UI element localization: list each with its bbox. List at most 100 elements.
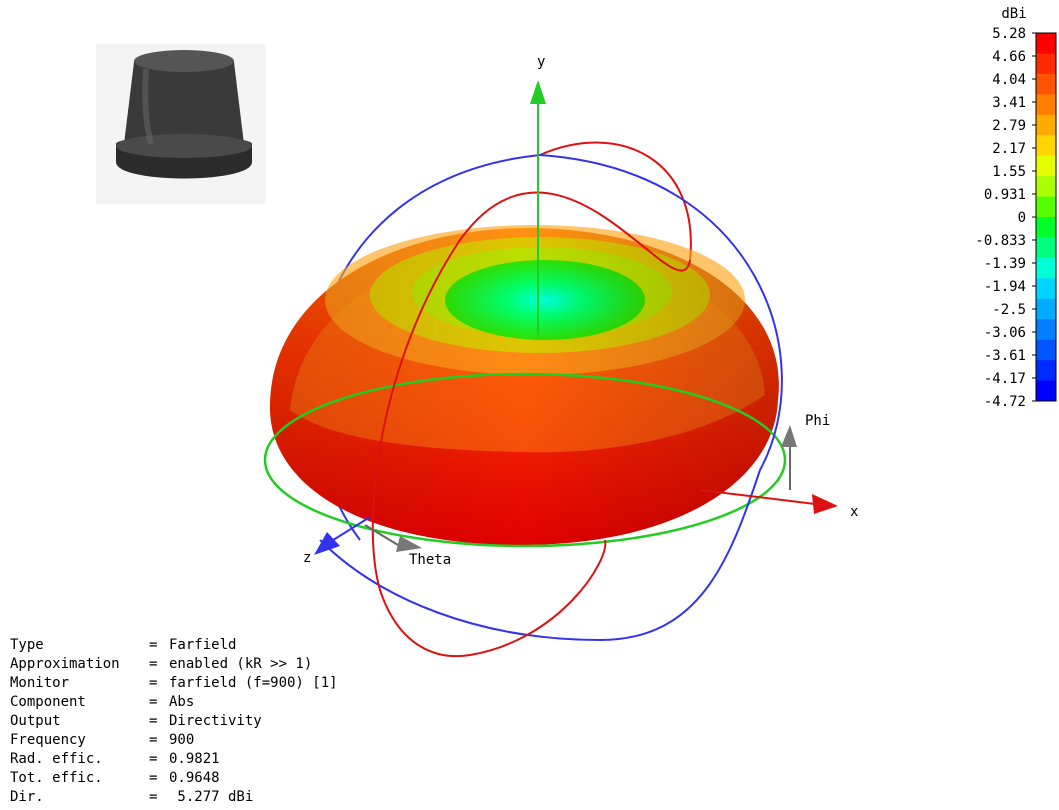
theta-label: Theta bbox=[409, 552, 451, 568]
color-scale-legend: dBi 5.28 4.66 4.04 3.41 2.79 2.17 1.55 0.931 0 -0… bbox=[975, 6, 1057, 410]
info-value: enabled (kR >> 1) bbox=[169, 656, 313, 672]
info-row: Frequency = 900 bbox=[10, 731, 338, 750]
legend-tick-labels: 5.28 4.66 4.04 3.41 2.79 2.17 1.55 0.931 0 -0.833… bbox=[975, 26, 1036, 410]
info-equals: = bbox=[149, 656, 158, 672]
info-row: Component = Abs bbox=[10, 693, 338, 712]
info-key: Monitor bbox=[10, 675, 70, 691]
legend-swatch bbox=[1036, 380, 1056, 402]
legend-unit: dBi bbox=[1001, 6, 1026, 22]
theta-arrow: Theta bbox=[364, 524, 451, 568]
legend-tick-label: -1.39 bbox=[984, 256, 1026, 272]
legend-swatch bbox=[1036, 114, 1056, 136]
theta-circle-back bbox=[539, 141, 692, 261]
info-key: Output bbox=[10, 713, 61, 729]
info-equals: = bbox=[149, 637, 158, 653]
antenna-photo bbox=[96, 44, 266, 204]
legend-tick-label: 5.28 bbox=[992, 26, 1026, 42]
phi-circle-front bbox=[319, 154, 783, 642]
legend-swatch bbox=[1036, 176, 1056, 198]
info-key: Approximation bbox=[10, 656, 120, 672]
z-axis-label: z bbox=[303, 550, 311, 566]
coordinate-circles-front bbox=[319, 154, 783, 658]
legend-swatch bbox=[1036, 135, 1056, 157]
z-axis-arrowhead bbox=[314, 532, 340, 555]
legend-tick-label: -4.72 bbox=[984, 394, 1026, 410]
info-equals: = bbox=[149, 675, 158, 691]
legend-swatch bbox=[1036, 217, 1056, 238]
legend-swatch bbox=[1036, 298, 1056, 320]
legend-swatch bbox=[1036, 319, 1056, 341]
info-key: Dir. bbox=[10, 789, 44, 805]
info-key: Rad. effic. bbox=[10, 751, 103, 767]
info-row: Type = Farfield bbox=[10, 636, 338, 655]
info-equals: = bbox=[149, 770, 158, 786]
info-value: 0.9821 bbox=[169, 751, 220, 767]
z-axis: z bbox=[303, 516, 371, 566]
info-value: 5.277 dBi bbox=[169, 789, 254, 805]
info-equals: = bbox=[149, 751, 158, 767]
legend-swatch bbox=[1036, 94, 1056, 116]
x-axis-arrowhead bbox=[812, 494, 838, 514]
info-value: Directivity bbox=[169, 713, 262, 729]
legend-tick-label: 2.79 bbox=[992, 118, 1026, 134]
farfield-info-panel: Type = Farfield Approximation = enabled (kR >… bbox=[10, 636, 338, 807]
legend-tick-label: -4.17 bbox=[984, 371, 1026, 387]
theta-circle-front bbox=[371, 191, 691, 658]
legend-tick-label: -1.94 bbox=[984, 279, 1026, 295]
info-equals: = bbox=[149, 713, 158, 729]
info-row: Dir. = 5.277 dBi bbox=[10, 788, 338, 807]
legend-tick-label: -0.833 bbox=[975, 233, 1026, 249]
info-value: farfield (f=900) [1] bbox=[169, 675, 338, 691]
phi-label: Phi bbox=[805, 413, 830, 429]
info-key: Frequency bbox=[10, 732, 86, 748]
info-row: Rad. effic. = 0.9821 bbox=[10, 750, 338, 769]
y-axis-label: y bbox=[537, 54, 545, 70]
legend-tick-label: -3.61 bbox=[984, 348, 1026, 364]
info-key: Component bbox=[10, 694, 86, 710]
legend-swatch bbox=[1036, 257, 1056, 279]
legend-tick-label: 0 bbox=[1018, 210, 1026, 226]
phi-arrow: Phi bbox=[781, 413, 830, 490]
legend-swatch bbox=[1036, 155, 1056, 177]
legend-tick-label: 4.04 bbox=[992, 72, 1026, 88]
legend-tick-label: 1.55 bbox=[992, 164, 1026, 180]
legend-swatch bbox=[1036, 278, 1056, 300]
legend-swatch bbox=[1036, 196, 1056, 218]
legend-tick-label: 3.41 bbox=[992, 95, 1026, 111]
info-value: Farfield bbox=[169, 637, 237, 653]
legend-tick-label: 2.17 bbox=[992, 141, 1026, 157]
legend-color-bar bbox=[1035, 32, 1057, 402]
theta-arrowhead bbox=[396, 536, 422, 552]
info-row: Approximation = enabled (kR >> 1) bbox=[10, 655, 338, 674]
legend-tick-label: -3.06 bbox=[984, 325, 1026, 341]
y-axis-arrowhead bbox=[530, 80, 546, 104]
legend-swatch bbox=[1036, 73, 1056, 95]
info-value: 900 bbox=[169, 732, 195, 748]
info-row: Tot. effic. = 0.9648 bbox=[10, 769, 338, 788]
info-value: 0.9648 bbox=[169, 770, 220, 786]
info-value: Abs bbox=[169, 694, 195, 710]
info-key: Tot. effic. bbox=[10, 770, 103, 786]
legend-swatch bbox=[1036, 33, 1056, 54]
legend-swatch bbox=[1036, 53, 1056, 75]
info-equals: = bbox=[149, 789, 158, 805]
info-key: Type bbox=[10, 637, 44, 653]
info-equals: = bbox=[149, 694, 158, 710]
legend-swatch bbox=[1036, 339, 1056, 361]
info-equals: = bbox=[149, 732, 158, 748]
y-axis: y bbox=[530, 54, 546, 335]
legend-tick-label: 0.931 bbox=[984, 187, 1026, 203]
x-axis: x bbox=[699, 489, 858, 520]
legend-swatch bbox=[1036, 237, 1056, 259]
info-row: Output = Directivity bbox=[10, 712, 338, 731]
pattern-shading bbox=[269, 228, 779, 545]
equator-circle bbox=[263, 372, 787, 548]
legend-tick-label: 4.66 bbox=[992, 49, 1026, 65]
x-axis-label: x bbox=[850, 504, 858, 520]
legend-swatch bbox=[1036, 360, 1056, 382]
radiation-pattern bbox=[269, 225, 779, 545]
info-row: Monitor = farfield (f=900) [1] bbox=[10, 674, 338, 693]
phi-arrowhead bbox=[781, 425, 797, 447]
